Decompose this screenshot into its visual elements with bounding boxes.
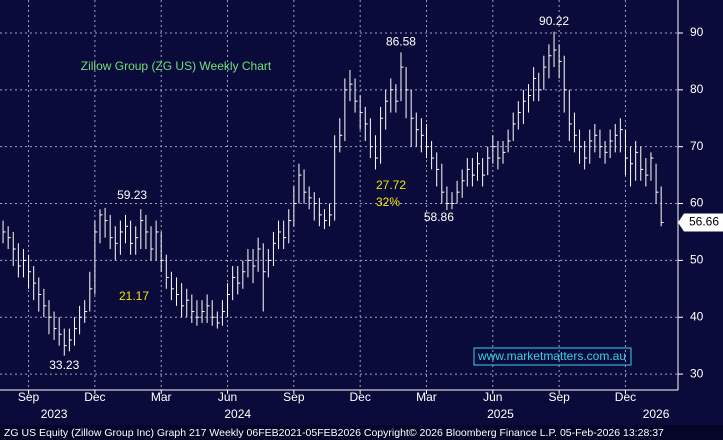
annotation: 21.17	[119, 289, 149, 303]
y-tick-label: 80	[690, 82, 704, 96]
y-tick-label: 40	[690, 309, 704, 323]
last-price-box	[678, 213, 723, 232]
price-label: 33.23	[49, 358, 79, 372]
year-label: 2026	[643, 407, 670, 421]
x-tick-label: Jun	[218, 390, 237, 404]
x-tick-label: Sep	[283, 390, 305, 404]
watermark-box	[473, 347, 632, 366]
x-tick-label: Sep	[18, 390, 40, 404]
last-price: 56.66	[689, 215, 719, 229]
y-tick-label: 50	[690, 253, 704, 267]
footer: ZG US Equity (Zillow Group Inc) Graph 21…	[4, 427, 664, 439]
y-tick-label: 30	[690, 366, 704, 380]
year-label: 2025	[487, 407, 514, 421]
price-label: 59.23	[117, 188, 147, 202]
annotation: 32%	[376, 195, 400, 209]
x-tick-label: Jun	[483, 390, 502, 404]
y-tick-label: 90	[690, 25, 704, 39]
price-label: 58.86	[424, 210, 454, 224]
x-tick-label: Mar	[416, 390, 437, 404]
watermark: www.marketmatters.com.au	[477, 349, 626, 363]
y-tick-label: 60	[690, 196, 704, 210]
annotation: 27.72	[376, 178, 406, 192]
year-label: 2024	[224, 407, 251, 421]
x-tick-label: Dec	[349, 390, 370, 404]
chart-title: Zillow Group (ZG US) Weekly Chart	[81, 59, 272, 73]
price-label: 86.58	[386, 35, 416, 49]
price-label: 90.22	[539, 14, 569, 28]
x-tick-label: Sep	[548, 390, 570, 404]
footer-band	[0, 425, 723, 440]
x-tick-label: Dec	[84, 390, 105, 404]
y-tick-label: 70	[690, 139, 704, 153]
x-tick-label: Dec	[615, 390, 636, 404]
x-tick-label: Mar	[151, 390, 172, 404]
year-label: 2023	[41, 407, 68, 421]
